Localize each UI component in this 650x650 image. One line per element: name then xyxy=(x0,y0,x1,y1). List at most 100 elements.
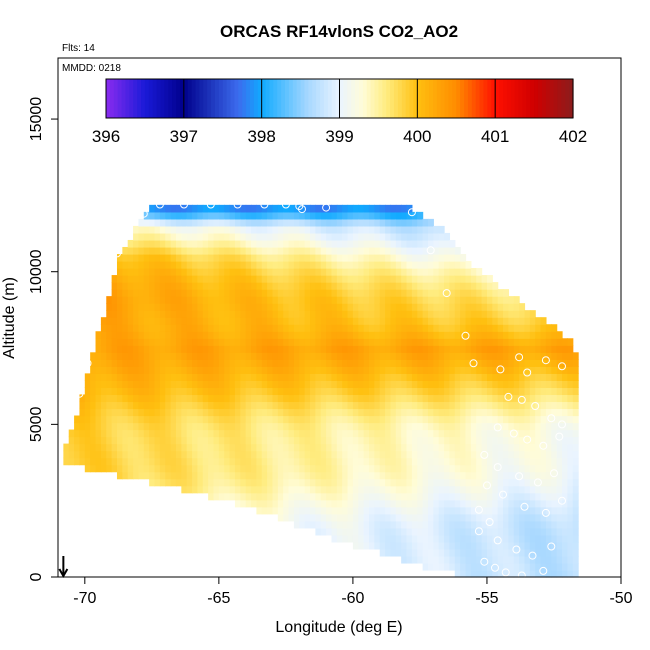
heatmap-cell xyxy=(358,218,365,227)
heatmap-cell xyxy=(315,204,322,213)
heatmap-cell xyxy=(444,401,451,410)
heatmap-cell xyxy=(401,408,408,417)
heatmap-cell xyxy=(186,450,193,459)
heatmap-cell xyxy=(261,282,268,290)
heatmap-cell xyxy=(202,232,209,241)
heatmap-cell xyxy=(363,232,370,241)
heatmap-cell xyxy=(454,429,461,438)
heatmap-cell xyxy=(331,324,338,332)
heatmap-cell xyxy=(433,450,440,459)
heatmap-cell xyxy=(385,303,392,311)
heatmap-cell xyxy=(465,513,472,522)
heatmap-cell xyxy=(143,436,150,445)
heatmap-cell xyxy=(427,317,434,325)
heatmap-cell xyxy=(310,457,316,466)
heatmap-cell xyxy=(326,324,333,332)
heatmap-cell xyxy=(133,303,140,311)
heatmap-cell xyxy=(133,401,140,410)
heatmap-cell xyxy=(218,401,225,410)
heatmap-cell xyxy=(363,254,370,262)
heatmap-cell xyxy=(240,218,247,227)
heatmap-cell xyxy=(261,506,268,515)
heatmap-cell xyxy=(342,282,349,290)
heatmap-cell xyxy=(385,296,392,304)
colorbar-swatch xyxy=(152,79,158,118)
heatmap-cell xyxy=(374,282,381,290)
heatmap-cell xyxy=(460,527,467,536)
heatmap-cell xyxy=(245,211,252,220)
heatmap-cell xyxy=(331,246,338,255)
heatmap-cell xyxy=(304,464,311,473)
heatmap-cell xyxy=(385,310,392,318)
heatmap-cell xyxy=(331,436,338,445)
heatmap-cell xyxy=(401,492,408,501)
heatmap-cell xyxy=(411,478,418,487)
heatmap-cell xyxy=(460,457,467,466)
heatmap-cell xyxy=(385,218,392,227)
heatmap-cell xyxy=(245,310,252,318)
heatmap-cell xyxy=(90,380,97,389)
heatmap-cell xyxy=(208,296,215,304)
heatmap-cell xyxy=(192,429,199,438)
heatmap-cell xyxy=(465,555,472,564)
heatmap-cell xyxy=(508,324,515,332)
heatmap-cell xyxy=(395,282,402,290)
heatmap-cell xyxy=(90,352,97,360)
heatmap-cell xyxy=(433,331,440,339)
heatmap-cell xyxy=(170,310,177,318)
heatmap-cell xyxy=(513,464,520,473)
heatmap-cell xyxy=(395,457,402,466)
heatmap-cell xyxy=(449,345,456,353)
heatmap-cell xyxy=(208,373,215,381)
heatmap-cell xyxy=(352,218,359,227)
heatmap-cell xyxy=(143,232,150,241)
heatmap-cell xyxy=(427,366,434,374)
heatmap-cell xyxy=(267,422,274,431)
heatmap-cell xyxy=(84,401,91,410)
heatmap-cell xyxy=(175,408,182,417)
heatmap-cell xyxy=(476,478,483,487)
heatmap-cell xyxy=(438,499,445,508)
heatmap-cell xyxy=(299,499,306,508)
heatmap-cell xyxy=(251,450,257,459)
heatmap-cell xyxy=(438,366,445,374)
heatmap-cell xyxy=(540,387,547,396)
heatmap-cell xyxy=(133,387,140,396)
heatmap-cell xyxy=(197,478,204,487)
heatmap-cell xyxy=(342,296,349,304)
heatmap-cell xyxy=(331,338,338,346)
heatmap-cell xyxy=(551,464,558,473)
heatmap-cell xyxy=(267,261,274,269)
heatmap-cell xyxy=(492,373,499,381)
heatmap-cell xyxy=(519,513,526,522)
heatmap-cell xyxy=(315,408,322,417)
heatmap-cell xyxy=(315,401,322,410)
heatmap-cell xyxy=(133,394,140,403)
heatmap-cell xyxy=(251,296,257,304)
heatmap-cell xyxy=(417,373,424,381)
heatmap-cell xyxy=(390,373,397,381)
heatmap-cell xyxy=(427,268,434,276)
heatmap-cell xyxy=(149,415,156,424)
heatmap-cell xyxy=(240,387,247,396)
heatmap-cell xyxy=(95,429,102,438)
heatmap-cell xyxy=(267,324,274,332)
heatmap-cell xyxy=(492,303,499,311)
heatmap-cell xyxy=(320,380,327,389)
heatmap-cell xyxy=(379,254,386,262)
heatmap-cell xyxy=(411,317,418,325)
heatmap-cell xyxy=(535,429,542,438)
heatmap-cell xyxy=(422,534,429,543)
heatmap-cell xyxy=(320,232,327,241)
heatmap-cell xyxy=(374,268,381,276)
heatmap-cell xyxy=(272,485,279,494)
heatmap-cell xyxy=(481,303,488,311)
heatmap-cell xyxy=(401,429,408,438)
heatmap-cell xyxy=(277,499,284,508)
heatmap-cell xyxy=(395,471,402,480)
heatmap-cell xyxy=(208,485,215,494)
heatmap-cell xyxy=(486,562,493,571)
heatmap-cell xyxy=(390,387,397,396)
heatmap-cell xyxy=(444,310,451,318)
heatmap-cell xyxy=(449,254,456,262)
